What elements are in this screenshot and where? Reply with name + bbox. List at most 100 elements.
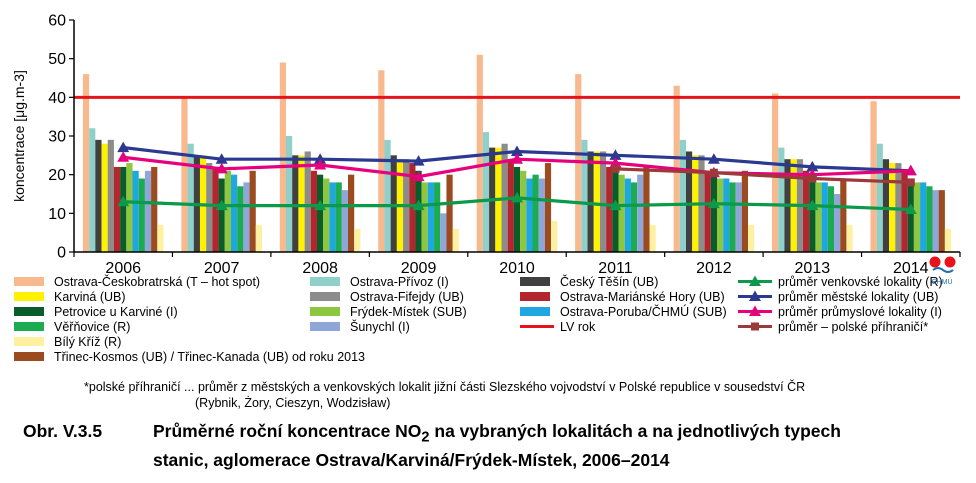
footnote-line-1: *polské příhraničí ... průměr z městskýc… <box>84 380 806 394</box>
legend-label: Ostrava-Českobratrská (T – hot spot) <box>54 274 260 289</box>
legend-swatch <box>310 277 340 286</box>
legend-label: Bílý Kříž (R) <box>54 335 121 349</box>
bar <box>354 228 361 252</box>
bar <box>685 151 693 252</box>
bar <box>279 62 287 252</box>
logo-dot-right-icon <box>944 256 956 268</box>
bar <box>809 174 816 252</box>
bar <box>113 166 121 252</box>
bar <box>415 170 422 252</box>
bar <box>348 174 355 252</box>
legend-swatch <box>14 337 44 346</box>
bar <box>846 224 853 252</box>
logo-wave-icon <box>932 267 954 273</box>
line-point <box>117 151 130 162</box>
line-point <box>215 153 228 164</box>
bar <box>427 182 435 252</box>
bar <box>938 190 945 252</box>
bar <box>237 186 244 252</box>
bar <box>249 170 256 252</box>
line-point <box>904 164 917 176</box>
bar <box>723 178 730 252</box>
bar <box>224 170 231 252</box>
bar <box>286 136 293 252</box>
bar <box>452 228 459 252</box>
caption-prefix: Obr. V.3.5 <box>23 421 103 441</box>
bar <box>593 151 600 252</box>
bar <box>741 170 748 252</box>
line-point <box>215 162 228 174</box>
bar <box>212 166 219 252</box>
bar <box>870 101 877 252</box>
line-point <box>511 191 523 203</box>
line-point <box>707 197 720 209</box>
line-point <box>215 199 228 211</box>
legend-label: Český Těšín (UB) <box>560 274 658 289</box>
bar <box>138 178 145 252</box>
bar <box>323 178 330 252</box>
legend-label: Ostrava-Poruba/ČHMÚ (SUB) <box>560 304 727 319</box>
bar <box>101 143 108 252</box>
bar <box>630 182 638 252</box>
legend-swatch <box>310 307 340 316</box>
bar <box>384 139 391 252</box>
bar <box>827 186 835 252</box>
line-point <box>906 178 915 187</box>
bar <box>126 163 133 252</box>
legend-label: Šunychl (I) <box>350 319 410 334</box>
bar <box>243 182 250 252</box>
y-tick-label: 60 <box>48 13 66 30</box>
legend-marker <box>749 305 761 316</box>
legend-marker <box>749 290 761 301</box>
line-point <box>808 174 817 183</box>
bar <box>507 159 514 252</box>
bar <box>446 174 453 252</box>
bar <box>476 54 483 252</box>
bar <box>89 128 96 252</box>
bar <box>151 166 158 252</box>
bar <box>144 170 152 252</box>
bar <box>606 166 613 252</box>
legend-label: Věřňovice (R) <box>54 320 130 334</box>
y-tick-label: 30 <box>48 129 66 146</box>
legend-label: Ostrava-Přívoz (I) <box>350 275 449 289</box>
caption-text-after: na vybraných lokalitách a na jednotlivýc… <box>429 421 841 441</box>
x-tick-label: 2010 <box>499 260 535 277</box>
series-line <box>615 167 911 184</box>
bar <box>298 155 305 252</box>
bar <box>120 166 127 252</box>
bar <box>255 224 262 252</box>
logo-text: ČHMÚ <box>932 277 953 286</box>
legend-label: Frýdek-Místek (SUB) <box>350 305 467 319</box>
bar <box>803 170 810 252</box>
bar <box>710 174 717 252</box>
line-point <box>511 145 523 156</box>
legend-label: průměr průmyslové lokality (I) <box>778 305 942 319</box>
bar <box>513 166 521 252</box>
x-tick-label: 2009 <box>401 260 437 277</box>
bar <box>181 97 188 252</box>
legend-swatch <box>14 307 44 316</box>
bar <box>538 178 545 252</box>
bar <box>440 213 447 252</box>
y-tick-label: 40 <box>48 90 66 107</box>
caption-subscript: 2 <box>421 429 430 446</box>
line-point <box>806 199 819 211</box>
caption-line-2: stanic, aglomerace Ostrava/Karviná/Frýde… <box>153 449 670 470</box>
legend-label: průměr městské lokality (UB) <box>778 290 938 304</box>
line-point <box>314 199 327 211</box>
bar <box>913 182 921 252</box>
logo-dot-left-icon <box>929 256 941 268</box>
bar <box>778 147 785 252</box>
line-point <box>412 170 425 182</box>
axes-layer: 0 10 20 30 40 50 60 2006 2007 2008 2009 2010 2011 201… <box>11 13 961 277</box>
bar <box>932 190 939 252</box>
bar <box>815 182 822 252</box>
legend-marker <box>749 275 761 286</box>
legend-swatch <box>14 292 44 301</box>
line-point <box>511 153 523 164</box>
x-tick-label: 2007 <box>204 260 240 277</box>
bar <box>612 170 619 252</box>
bar <box>292 155 299 252</box>
line-point <box>806 160 819 172</box>
